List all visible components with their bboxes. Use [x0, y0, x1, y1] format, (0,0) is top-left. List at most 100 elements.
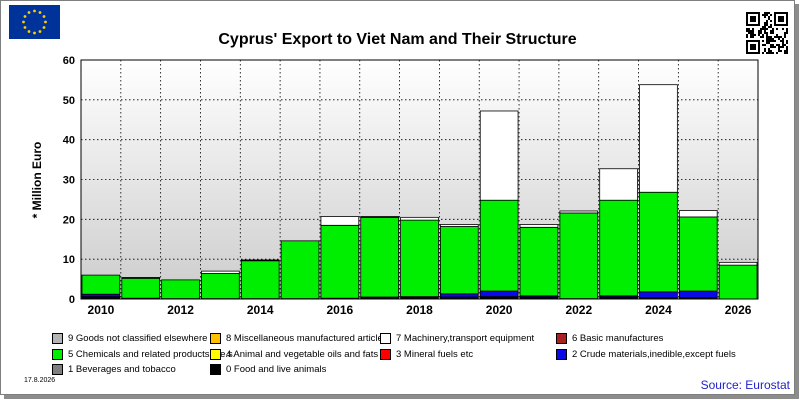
date-stamp: 17.8.2026 [24, 377, 56, 384]
bar-segment-chemicals-2019 [440, 226, 479, 295]
legend-item-beverages: 1 Beverages and tobacco [52, 364, 176, 375]
bar-segment-chemicals-2025 [678, 216, 718, 292]
legend-swatch-machinery [380, 333, 391, 344]
legend-swatch-chemicals [52, 349, 63, 360]
legend-item-oils: 4 Animal and vegetable oils and fats [210, 349, 378, 360]
legend-swatch-fuels [380, 349, 391, 360]
x-tick-label: 2020 [486, 303, 513, 317]
flag-star-icon [33, 9, 36, 13]
source-note: Source: Eurostat [700, 378, 790, 392]
legend-label: 4 Animal and vegetable oils and fats [226, 349, 379, 360]
y-tick-label: 40 [63, 135, 75, 147]
x-tick-label: 2022 [565, 303, 592, 317]
bar-segment-chemicals-2020 [479, 199, 519, 292]
bar-segment-machinery-2018 [400, 216, 439, 221]
flag-star-icon [38, 11, 42, 14]
flag-star-icon [42, 15, 46, 18]
chart-title: Cyprus' Export to Viet Nam and Their Str… [218, 31, 577, 48]
plot-border [80, 59, 759, 300]
bar-segment-machinery-2025 [678, 210, 718, 218]
y-tick-label: 10 [63, 254, 75, 266]
x-tick-label: 2012 [167, 303, 194, 317]
legend-label: 5 Chemicals and related products,n.e.s. [68, 349, 236, 360]
legend-swatch-beverages [52, 364, 63, 375]
legend-swatch-unclassified [52, 333, 63, 344]
bar-segment-machinery-2016 [320, 216, 360, 226]
bar-segment-machinery-2022 [559, 210, 599, 214]
legend-swatch-food [210, 364, 221, 375]
bar-segment-crude-2024 [639, 291, 678, 298]
bar-segment-chemicals-2017 [360, 216, 399, 298]
legend-label: 1 Beverages and tobacco [68, 364, 176, 375]
bar-segment-machinery-2011 [121, 277, 161, 279]
bar-segment-chemicals-2013 [201, 273, 240, 300]
flag-star-icon [22, 20, 25, 24]
bar-segment-crude-2019 [440, 293, 479, 298]
flag-star-icon [44, 20, 47, 24]
bar-segment-crude-2020 [479, 290, 519, 298]
legend-label: 2 Crude materials,inedible,except fuels [572, 349, 736, 360]
bar-segment-chemicals-2023 [599, 199, 638, 297]
flag-star-icon [42, 26, 46, 29]
flag-star-icon [23, 26, 27, 29]
legend-swatch-oils [210, 349, 221, 360]
legend-label: 9 Goods not classified elsewhere [68, 333, 208, 344]
bar-segment-machinery-2026 [718, 261, 758, 266]
legend-item-unclassified: 9 Goods not classified elsewhere [52, 333, 207, 344]
legend-label: 6 Basic manufactures [572, 333, 664, 344]
bar-segment-crude-2025 [678, 290, 718, 298]
legend-swatch-basic [556, 333, 567, 344]
bar-segment-chemicals-2026 [718, 264, 758, 300]
qr-code-icon [746, 12, 788, 54]
y-tick-label: 0 [69, 294, 75, 306]
flag-star-icon [27, 30, 31, 33]
x-tick-label: 2026 [725, 303, 752, 317]
legend-item-food: 0 Food and live animals [210, 364, 326, 375]
x-tick-label: 2014 [247, 303, 274, 317]
bar-segment-machinery-2013 [201, 270, 240, 274]
legend-label: 3 Mineral fuels etc [396, 349, 474, 360]
flag-star-icon [33, 31, 36, 35]
eu-flag-icon [9, 5, 60, 39]
legend-label: 0 Food and live animals [226, 364, 327, 375]
y-tick-label: 60 [63, 55, 75, 67]
y-tick-label: 20 [63, 214, 75, 226]
bar-segment-chemicals-2011 [121, 277, 161, 299]
legend-item-crude: 2 Crude materials,inedible,except fuels [556, 349, 736, 360]
x-tick-label: 2010 [88, 303, 115, 317]
legend-item-machinery: 7 Machinery,transport equipment [380, 333, 534, 344]
bar-segment-chemicals-2016 [320, 224, 360, 299]
bar-segment-chemicals-2014 [240, 260, 280, 300]
legend-label: 7 Machinery,transport equipment [396, 333, 535, 344]
bar-segment-chemicals-2010 [81, 274, 121, 295]
legend-item-chemicals: 5 Chemicals and related products,n.e.s. [52, 349, 235, 360]
bar-segment-machinery-2014 [240, 259, 280, 262]
legend-item-basic: 6 Basic manufactures [556, 333, 663, 344]
x-tick-label: 2018 [406, 303, 433, 317]
flag-star-icon [38, 30, 42, 33]
bar-segment-machinery-2017 [360, 216, 399, 218]
flag-star-icon [27, 11, 31, 14]
x-tick-label: 2024 [645, 303, 672, 317]
y-tick-label: 30 [63, 175, 75, 187]
bar-segment-chemicals-2021 [519, 226, 559, 297]
bar-segment-machinery-2024 [639, 84, 678, 193]
chart-plot: 0 10 20 30 40 50 60 2010 2012 2014 2016 2018 2020 202… [63, 55, 759, 317]
bar-segment-chemicals-2015 [280, 240, 320, 300]
x-tick-label: 2016 [327, 303, 354, 317]
bar-segment-chemicals-2024 [639, 191, 678, 293]
bar-segment-chemicals-2022 [559, 212, 599, 300]
legend-label: 8 Miscellaneous manufactured articles [226, 333, 388, 344]
legend-swatch-misc [210, 333, 221, 344]
chart-legend: 9 Goods not classified elsewhere 8 Miscel… [52, 333, 752, 379]
bar-segment-chemicals-2018 [400, 219, 439, 298]
legend-swatch-crude [556, 349, 567, 360]
legend-item-misc: 8 Miscellaneous manufactured articles [210, 333, 388, 344]
bar-segment-machinery-2020 [479, 110, 519, 201]
bar-segment-machinery-2021 [519, 224, 559, 228]
flag-star-icon [23, 15, 27, 18]
bar-segment-chemicals-2012 [161, 279, 200, 300]
bar-segment-machinery-2023 [599, 168, 638, 201]
bar-segment-machinery-2019 [440, 224, 479, 227]
y-tick-label: 50 [63, 95, 75, 107]
